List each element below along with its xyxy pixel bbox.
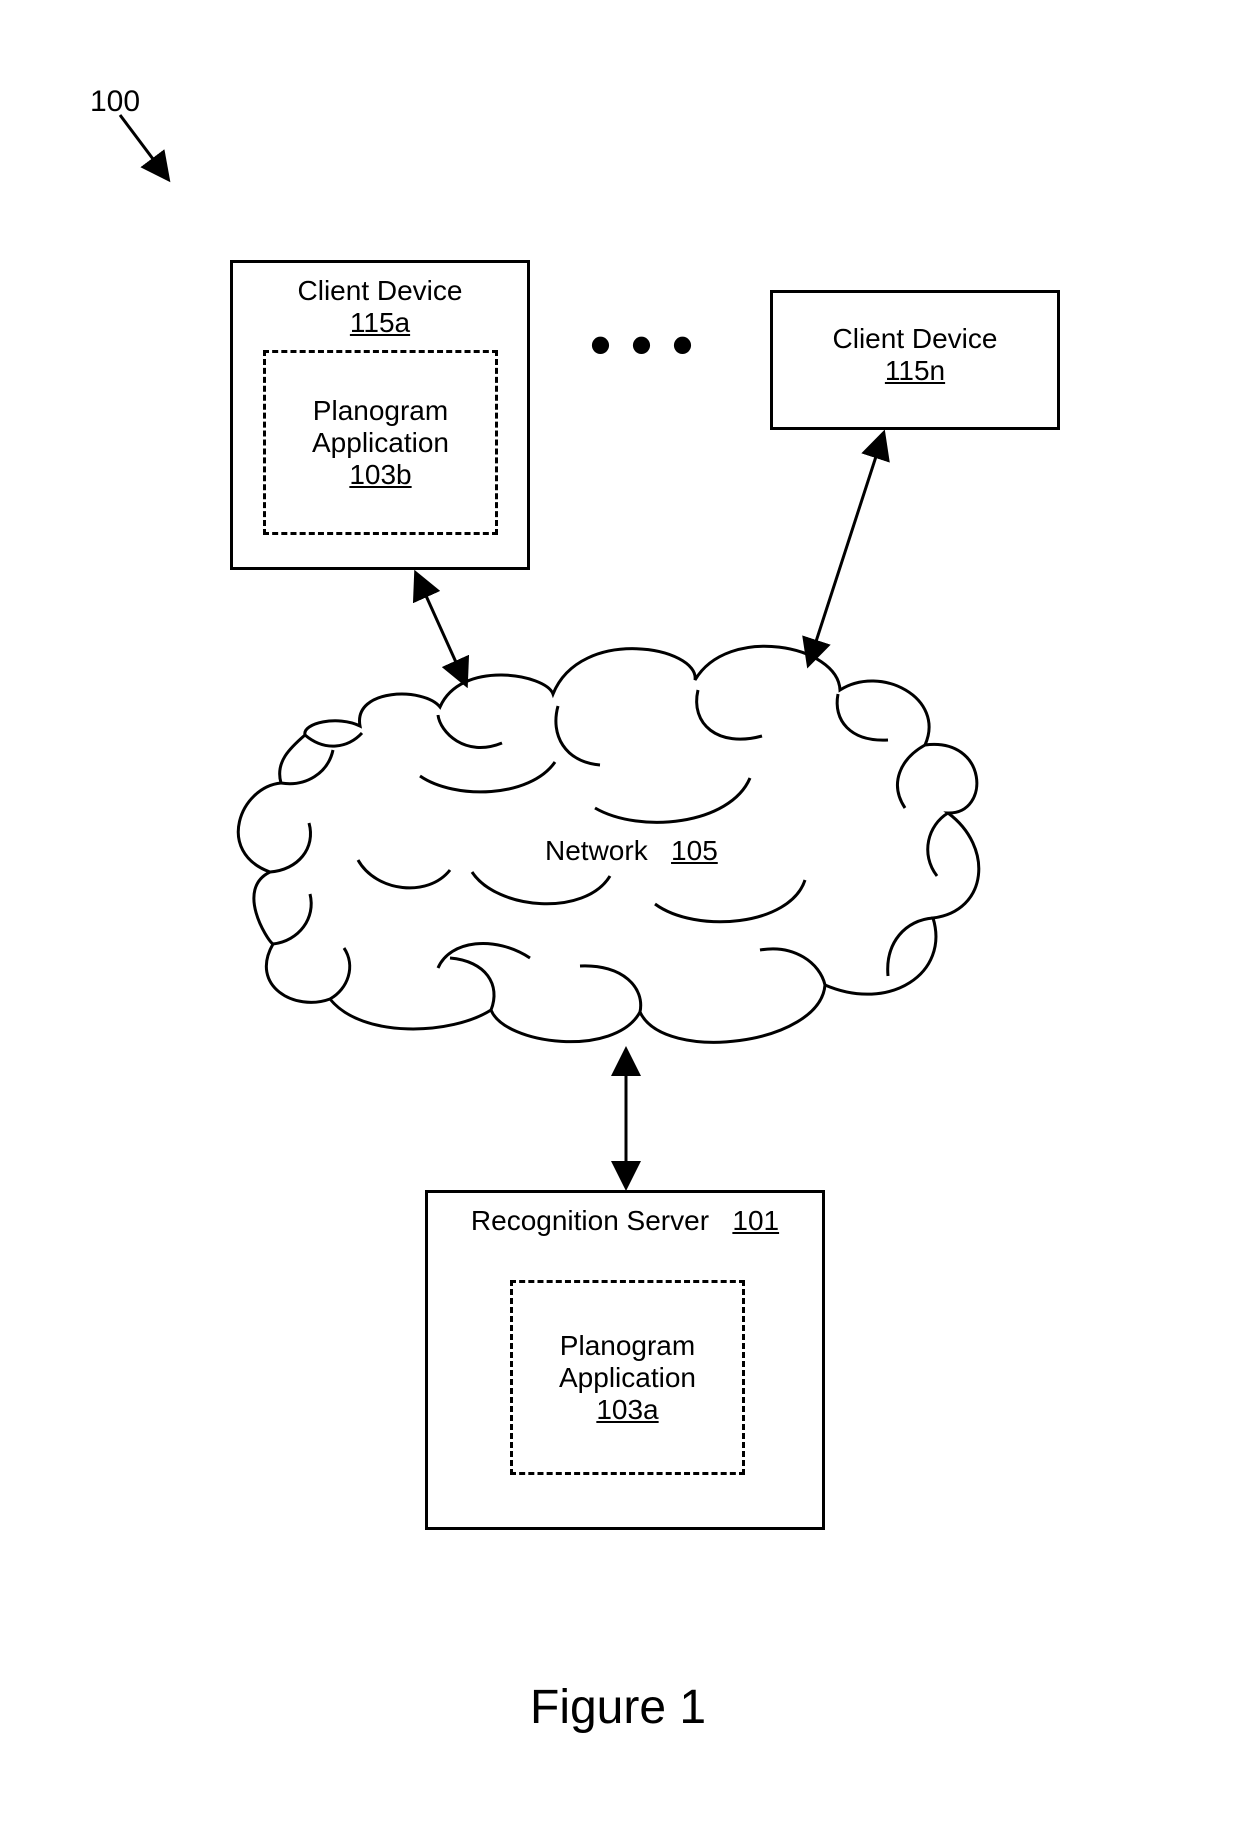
- figure-caption: Figure 1: [530, 1680, 706, 1735]
- planogram-b-ref: 103b: [349, 459, 411, 491]
- client-n-title: Client Device: [833, 323, 998, 354]
- planogram-a-line2: Application: [559, 1362, 696, 1394]
- ref-label-100: 100: [90, 85, 140, 119]
- planogram-app-a-box: Planogram Application 103a: [510, 1280, 745, 1475]
- network-title: Network: [545, 835, 648, 866]
- client-device-n-box: Client Device 115n: [770, 290, 1060, 430]
- arrow-client-n-network: [810, 438, 882, 660]
- planogram-a-ref: 103a: [596, 1394, 658, 1426]
- diagram-canvas: [0, 0, 1240, 1837]
- server-ref: 101: [732, 1205, 779, 1236]
- client-a-ref: 115a: [350, 307, 410, 338]
- arrow-client-a-network: [418, 578, 464, 680]
- client-n-ref: 115n: [885, 355, 945, 386]
- network-ref: 105: [671, 835, 718, 866]
- planogram-app-b-box: Planogram Application 103b: [263, 350, 498, 535]
- network-label: Network 105: [545, 835, 718, 867]
- arrow-ref-100: [120, 115, 165, 175]
- server-title: Recognition Server: [471, 1205, 709, 1236]
- client-a-title: Client Device: [298, 275, 463, 306]
- ellipsis-dots: •••: [590, 310, 713, 379]
- planogram-b-line1: Planogram: [313, 395, 448, 427]
- planogram-b-line2: Application: [312, 427, 449, 459]
- planogram-a-line1: Planogram: [560, 1330, 695, 1362]
